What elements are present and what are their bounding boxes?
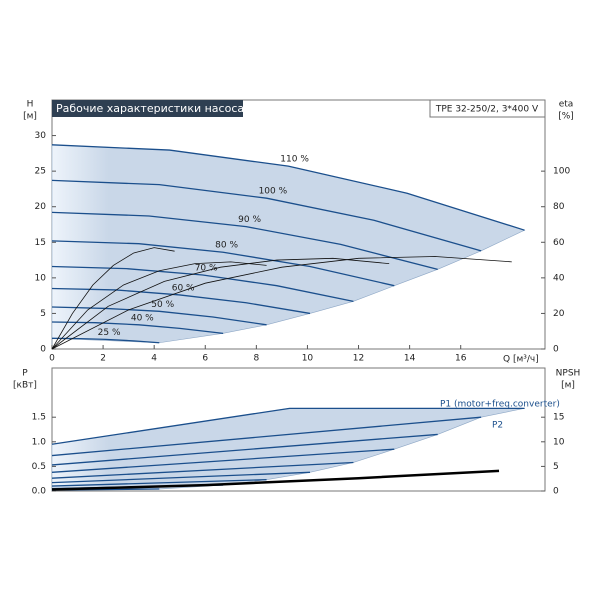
subtitle-box	[429, 99, 546, 118]
y2-tick-label: 80	[553, 202, 565, 212]
y-tick-label: 30	[35, 131, 47, 141]
y-tick-label: 10	[35, 273, 47, 283]
curve-label: 70 %	[195, 264, 218, 274]
curve-label: 80 %	[215, 241, 238, 251]
y2-axis-label: NPSH	[556, 369, 581, 379]
curve-label: 100 %	[259, 187, 288, 197]
y-axis-unit: [м]	[23, 112, 37, 122]
series-line	[51, 179, 482, 252]
y-tick-label: 0	[40, 345, 46, 355]
series-line	[51, 479, 267, 487]
series-line	[51, 265, 354, 302]
y2-tick-label: 40	[553, 273, 565, 283]
series-line	[51, 240, 395, 287]
title-box	[52, 100, 243, 117]
y-tick-label: 25	[35, 167, 46, 177]
series-line	[51, 256, 512, 350]
series-line	[51, 433, 438, 466]
annotation: P2	[492, 421, 503, 431]
y2-tick-label: 10	[553, 437, 565, 447]
y-tick-label: 0.5	[32, 462, 46, 472]
x-tick-label: 12	[353, 354, 364, 364]
y2-tick-label: 15	[553, 413, 564, 423]
x-axis-label: Q [м³/ч]	[503, 355, 539, 365]
x-tick-label: 0	[49, 354, 55, 364]
x-tick-label: 6	[202, 354, 208, 364]
x-tick-label: 4	[151, 354, 157, 364]
curve-label: 110 %	[280, 155, 309, 165]
y-tick-label: 20	[35, 202, 47, 212]
y2-tick-label: 20	[553, 309, 565, 319]
y2-axis-unit: [м]	[561, 381, 575, 391]
x-tick-label: 8	[253, 354, 259, 364]
series-line	[51, 471, 311, 484]
series-line	[51, 287, 311, 315]
series-line	[51, 461, 354, 479]
y-tick-label: 1.0	[32, 437, 47, 447]
chart-subtitle: TPE 32-250/2, 3*400 V	[435, 105, 539, 115]
series-line	[51, 247, 175, 350]
series-line	[51, 416, 482, 457]
series-line	[51, 257, 390, 350]
series-line	[51, 469, 500, 491]
series-line	[51, 321, 224, 334]
chart-title: Рабочие характеристики насоса	[56, 102, 244, 115]
curve-label: 40 %	[131, 313, 154, 323]
x-tick-label: 14	[404, 354, 416, 364]
x-tick-label: 16	[455, 354, 467, 364]
curve-label: 90 %	[238, 215, 261, 225]
curve-label: 25 %	[98, 328, 121, 338]
series-line	[51, 211, 438, 270]
y2-tick-label: 0	[553, 487, 559, 497]
x-tick-label: 2	[100, 354, 106, 364]
curve-label: 60 %	[172, 283, 195, 293]
y2-tick-label: 5	[553, 462, 559, 472]
series-line	[51, 306, 267, 326]
y2-tick-label: 0	[553, 345, 559, 355]
y2-axis-label: eta	[559, 100, 574, 110]
y-axis-label: P	[22, 369, 28, 379]
series-line	[51, 407, 525, 445]
curve-label: 50 %	[151, 300, 174, 310]
y2-axis-unit: [%]	[558, 112, 574, 122]
series-line	[51, 448, 395, 473]
y-tick-label: 1.5	[32, 413, 46, 423]
y-tick-label: 5	[40, 309, 46, 319]
annotation: P1 (motor+freq.converter)	[440, 400, 560, 410]
series-line	[51, 144, 525, 231]
y2-tick-label: 100	[553, 167, 570, 177]
plots: 0 2 4 6 8 10 12 14 16051015202530020406080100110…	[32, 99, 570, 497]
y-tick-label: 0.0	[32, 487, 47, 497]
y-axis-label: H	[27, 100, 34, 110]
series-line	[51, 337, 160, 344]
series-line	[51, 261, 267, 350]
y2-tick-label: 60	[553, 238, 565, 248]
y-tick-label: 15	[35, 238, 46, 248]
y-axis-unit: [кВт]	[13, 381, 37, 391]
x-tick-label: 10	[302, 354, 314, 364]
